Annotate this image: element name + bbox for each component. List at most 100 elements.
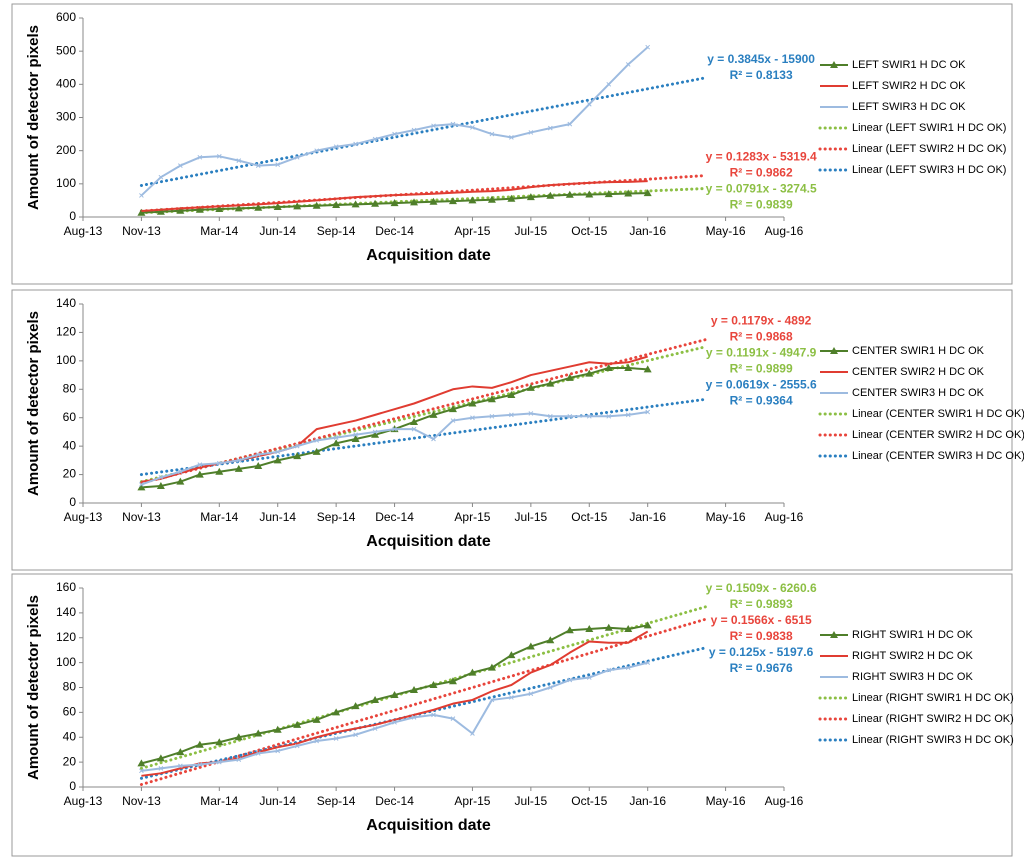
marker xyxy=(371,199,380,207)
y-tick-label: 0 xyxy=(69,209,76,223)
y-tick-label: 400 xyxy=(56,77,76,91)
marker xyxy=(604,190,613,198)
chart-panel xyxy=(11,289,1013,571)
marker xyxy=(234,733,243,741)
marker xyxy=(450,418,456,423)
marker xyxy=(372,726,378,731)
x-tick-label: Jan-16 xyxy=(629,794,666,808)
marker xyxy=(624,363,633,371)
marker xyxy=(215,205,224,213)
marker xyxy=(254,203,263,211)
y-tick-label: 500 xyxy=(56,43,76,57)
marker xyxy=(139,482,144,487)
marker xyxy=(624,189,633,197)
trend-equation: y = 0.1179x - 4892 xyxy=(711,314,812,328)
marker xyxy=(216,153,222,159)
marker xyxy=(176,477,185,485)
marker xyxy=(509,695,514,700)
marker xyxy=(215,467,224,475)
marker xyxy=(139,768,144,774)
marker xyxy=(410,198,419,206)
y-tick-label: 160 xyxy=(56,580,76,594)
marker xyxy=(546,636,555,644)
marker xyxy=(507,390,516,398)
marker xyxy=(236,158,242,163)
x-tick-label: Oct-15 xyxy=(571,510,607,524)
marker xyxy=(567,121,573,127)
marker xyxy=(197,762,203,767)
y-tick-label: 40 xyxy=(63,729,77,743)
marker xyxy=(429,197,438,205)
marker xyxy=(275,748,281,754)
marker xyxy=(158,765,164,771)
marker xyxy=(470,125,475,130)
marker xyxy=(468,399,477,407)
legend-label: Linear (CENTER SWIR2 H DC OK) xyxy=(852,429,1024,441)
marker xyxy=(254,729,263,737)
trend-r-squared: R² = 0.8133 xyxy=(730,68,793,82)
marker xyxy=(234,464,243,472)
marker xyxy=(392,719,397,725)
marker xyxy=(371,430,380,438)
x-tick-label: May-16 xyxy=(706,794,746,808)
marker xyxy=(487,663,496,671)
marker xyxy=(312,447,321,455)
legend-label: Linear (LEFT SWIR1 H DC OK) xyxy=(852,122,1006,134)
y-axis-title: Amount of detector pixels xyxy=(25,311,42,496)
marker xyxy=(176,206,185,214)
x-tick-label: Apr-15 xyxy=(454,794,490,808)
marker xyxy=(176,748,185,756)
x-tick-label: Mar-14 xyxy=(200,510,238,524)
trend-equation: y = 0.1283x - 5319.4 xyxy=(706,150,817,164)
x-tick-label: Aug-16 xyxy=(765,224,804,238)
marker xyxy=(606,413,612,419)
x-tick-label: Aug-13 xyxy=(64,224,103,238)
marker xyxy=(450,716,456,721)
marker xyxy=(392,131,397,137)
marker xyxy=(314,738,320,744)
marker xyxy=(371,695,380,703)
marker xyxy=(195,205,204,213)
marker xyxy=(255,452,261,458)
x-tick-label: Aug-16 xyxy=(765,794,804,808)
y-tick-label: 20 xyxy=(63,754,77,768)
trend-r-squared: R² = 0.9838 xyxy=(730,629,793,643)
marker xyxy=(353,141,358,147)
marker xyxy=(507,194,516,202)
x-tick-label: Aug-13 xyxy=(64,510,103,524)
y-axis-title: Amount of detector pixels xyxy=(25,25,42,210)
marker xyxy=(372,429,378,435)
x-tick-label: Sep-14 xyxy=(317,510,356,524)
legend-label: Linear (CENTER SWIR3 H DC OK) xyxy=(852,450,1024,462)
trend-r-squared: R² = 0.9868 xyxy=(730,330,793,344)
x-tick-label: Jul-15 xyxy=(515,794,548,808)
y-tick-label: 80 xyxy=(63,680,77,694)
marker xyxy=(586,675,592,680)
marker xyxy=(273,725,282,733)
y-tick-label: 60 xyxy=(63,410,77,424)
marker xyxy=(470,415,475,421)
x-tick-label: Jan-16 xyxy=(629,510,666,524)
x-tick-label: Aug-13 xyxy=(64,794,103,808)
marker xyxy=(255,751,261,756)
trend-equation: y = 0.0791x - 3274.5 xyxy=(706,182,817,196)
marker xyxy=(431,436,436,442)
marker xyxy=(293,720,302,728)
marker xyxy=(215,738,224,746)
y-tick-label: 100 xyxy=(56,353,76,367)
marker xyxy=(236,458,242,463)
marker xyxy=(294,154,300,160)
trend-r-squared: R² = 0.9676 xyxy=(730,661,793,675)
trend-equation: y = 0.1191x - 4947.9 xyxy=(706,346,817,360)
marker xyxy=(156,481,165,489)
legend-label: RIGHT SWIR2 H DC OK xyxy=(852,650,973,662)
marker xyxy=(547,125,553,131)
marker xyxy=(567,413,573,419)
legend-label: LEFT SWIR2 H DC OK xyxy=(852,80,966,92)
marker xyxy=(645,660,651,665)
marker xyxy=(332,708,341,716)
marker xyxy=(565,190,574,198)
x-tick-label: May-16 xyxy=(706,224,746,238)
marker xyxy=(333,736,339,741)
y-tick-label: 140 xyxy=(56,296,76,310)
